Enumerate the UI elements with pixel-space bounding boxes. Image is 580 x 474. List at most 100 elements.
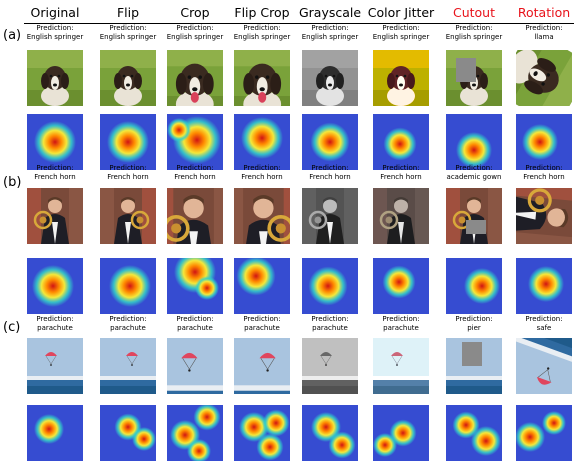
augmented-image — [446, 50, 502, 106]
prediction-caption: Prediction: safe — [504, 315, 580, 332]
augmented-image — [373, 188, 429, 244]
attention-heatmap — [27, 258, 83, 314]
augmented-image — [167, 338, 223, 394]
prediction-label: parachute — [244, 323, 280, 332]
prediction-label: parachute — [37, 323, 73, 332]
augmented-image — [234, 50, 290, 106]
prediction-caption: Prediction: English springer — [88, 24, 168, 41]
prediction-label: English springer — [166, 32, 224, 41]
prediction-prefix: Prediction: — [311, 24, 349, 32]
augmented-image — [234, 338, 290, 394]
prediction-caption: Prediction: French horn — [504, 164, 580, 181]
prediction-label: French horn — [523, 172, 565, 181]
attention-heatmap — [516, 405, 572, 461]
augmented-image — [516, 50, 572, 106]
prediction-prefix: Prediction: — [525, 315, 563, 323]
prediction-caption: Prediction: English springer — [361, 24, 441, 41]
prediction-caption: Prediction: English springer — [434, 24, 514, 41]
prediction-caption: Prediction: parachute — [290, 315, 370, 332]
column-header: Rotation — [517, 5, 571, 20]
prediction-caption: Prediction: English springer — [15, 24, 95, 41]
prediction-label: French horn — [309, 172, 351, 181]
prediction-prefix: Prediction: — [455, 24, 493, 32]
augmented-image — [516, 338, 572, 394]
attention-heatmap — [27, 114, 83, 170]
prediction-caption: Prediction: parachute — [222, 315, 302, 332]
augmented-image — [27, 50, 83, 106]
prediction-prefix: Prediction: — [36, 164, 74, 172]
prediction-caption: Prediction: llama — [504, 24, 580, 41]
prediction-label: English springer — [99, 32, 157, 41]
prediction-prefix: Prediction: — [311, 315, 349, 323]
attention-heatmap — [27, 405, 83, 461]
attention-heatmap — [516, 258, 572, 314]
prediction-caption: Prediction: English springer — [155, 24, 235, 41]
attention-heatmap — [100, 405, 156, 461]
column-header: Crop — [180, 5, 210, 20]
prediction-caption: Prediction: French horn — [155, 164, 235, 181]
attention-heatmap — [100, 114, 156, 170]
prediction-label: English springer — [372, 32, 430, 41]
prediction-label: pier — [467, 323, 481, 332]
attention-heatmap — [167, 258, 223, 314]
prediction-caption: Prediction: French horn — [222, 164, 302, 181]
prediction-label: safe — [536, 323, 552, 332]
row-label: (a) — [3, 28, 22, 43]
prediction-prefix: Prediction: — [109, 164, 147, 172]
column-header: Flip — [116, 5, 140, 20]
prediction-prefix: Prediction: — [243, 315, 281, 323]
prediction-label: English springer — [445, 32, 503, 41]
column-header: Flip Crop — [234, 5, 290, 20]
prediction-label: English springer — [301, 32, 359, 41]
prediction-label: French horn — [241, 172, 283, 181]
prediction-prefix: Prediction: — [109, 24, 147, 32]
attention-heatmap — [234, 114, 290, 170]
prediction-prefix: Prediction: — [109, 315, 147, 323]
prediction-caption: Prediction: English springer — [290, 24, 370, 41]
prediction-prefix: Prediction: — [455, 164, 493, 172]
prediction-prefix: Prediction: — [382, 315, 420, 323]
augmented-image — [27, 188, 83, 244]
prediction-caption: Prediction: French horn — [15, 164, 95, 181]
prediction-label: French horn — [34, 172, 76, 181]
attention-heatmap — [234, 405, 290, 461]
attention-heatmap — [516, 114, 572, 170]
header-rule — [24, 23, 574, 24]
augmented-image — [302, 188, 358, 244]
prediction-prefix: Prediction: — [382, 24, 420, 32]
augmented-image — [100, 50, 156, 106]
prediction-caption: Prediction: academic gown — [434, 164, 514, 181]
attention-heatmap — [446, 258, 502, 314]
prediction-label: French horn — [174, 172, 216, 181]
column-header: Color Jitter — [367, 5, 435, 20]
prediction-label: parachute — [383, 323, 419, 332]
prediction-caption: Prediction: parachute — [88, 315, 168, 332]
attention-heatmap — [373, 405, 429, 461]
augmented-image — [100, 338, 156, 394]
prediction-caption: Prediction: French horn — [361, 164, 441, 181]
attention-heatmap — [302, 114, 358, 170]
prediction-caption: Prediction: parachute — [15, 315, 95, 332]
prediction-label: academic gown — [446, 172, 502, 181]
augmented-image — [446, 338, 502, 394]
attention-heatmap — [302, 258, 358, 314]
prediction-prefix: Prediction: — [311, 164, 349, 172]
prediction-label: French horn — [107, 172, 149, 181]
attention-heatmap — [167, 114, 223, 170]
augmented-image — [302, 338, 358, 394]
prediction-label: English springer — [233, 32, 291, 41]
prediction-label: parachute — [177, 323, 213, 332]
prediction-prefix: Prediction: — [36, 24, 74, 32]
attention-heatmap — [302, 405, 358, 461]
prediction-caption: Prediction: pier — [434, 315, 514, 332]
attention-heatmap — [446, 405, 502, 461]
row-label: (b) — [3, 175, 22, 190]
column-header: Grayscale — [298, 5, 362, 20]
attention-heatmap — [446, 114, 502, 170]
augmented-image — [302, 50, 358, 106]
prediction-label: parachute — [110, 323, 146, 332]
prediction-label: llama — [534, 32, 554, 41]
prediction-caption: Prediction: English springer — [222, 24, 302, 41]
augmented-image — [373, 338, 429, 394]
prediction-caption: Prediction: French horn — [88, 164, 168, 181]
